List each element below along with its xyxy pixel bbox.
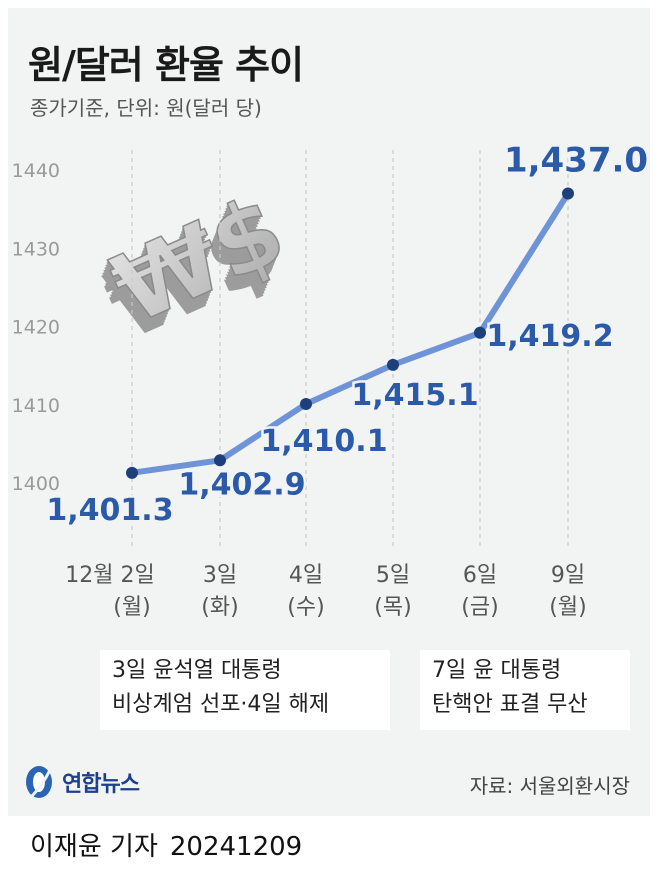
data-point [387, 358, 399, 371]
data-point [214, 454, 226, 467]
chart-subtitle: 종가기준, 단위: 원(달러 당) [30, 96, 262, 120]
data-label: 1,402.9 [178, 467, 305, 502]
x-tick-weekday: (월) [549, 595, 586, 620]
data-point [562, 187, 574, 200]
y-tick-label: 1400 [12, 473, 60, 495]
data-label: 1,415.1 [351, 378, 478, 413]
data-point [126, 466, 138, 479]
annotation-line: 3일 윤석열 대통령 [112, 658, 282, 683]
x-tick-weekday: (수) [287, 595, 324, 620]
logo-text: 연합뉴스 [62, 772, 140, 797]
x-tick-weekday: (금) [461, 595, 498, 620]
annotation-line: 7일 윤 대통령 [432, 658, 562, 683]
annotation-line: 탄핵안 표결 무산 [432, 692, 588, 717]
chart-title: 원/달러 환율 추이 [28, 43, 304, 87]
x-tick-label: 3일 [203, 563, 237, 588]
yonhap-logo-icon [26, 766, 52, 798]
reporter-name: 이재윤 기자 [30, 832, 158, 862]
x-tick-weekday: (목) [374, 595, 411, 620]
y-tick-label: 1410 [12, 395, 60, 417]
annotation-line: 비상계엄 선포·4일 해제 [112, 692, 330, 717]
data-point [300, 397, 312, 410]
y-tick-label: 1420 [12, 317, 60, 339]
y-tick-label: 1430 [12, 238, 60, 260]
annotation-martial-law: 3일 윤석열 대통령 비상계엄 선포·4일 해제 [100, 650, 390, 730]
y-tick-label: 1440 [12, 160, 60, 182]
yonhap-logo: 연합뉴스 [24, 764, 140, 800]
annotation-impeachment-vote: 7일 윤 대통령 탄핵안 표결 무산 [420, 650, 630, 730]
x-tick-weekday: (월) [113, 595, 150, 620]
x-tick-label: 4일 [289, 563, 323, 588]
data-label: 1,410.1 [260, 424, 387, 459]
currency-symbols-icon: ₩$₩$₩$₩$₩$₩$₩$ [91, 173, 301, 362]
data-label: 1,401.3 [46, 493, 173, 528]
data-source: 자료: 서울외환시장 [469, 774, 630, 798]
data-point [474, 326, 486, 339]
x-tick-label: 9일 [551, 563, 585, 588]
data-label: 1,437.0 [504, 140, 648, 180]
data-label: 1,419.2 [486, 319, 613, 354]
x-tick-weekday: (화) [201, 595, 238, 620]
x-tick-label: 5일 [376, 563, 410, 588]
x-tick-label: 12월 2일 [65, 563, 154, 588]
publish-date: 20241209 [169, 832, 303, 862]
x-tick-label: 6일 [463, 563, 497, 588]
byline: 이재윤 기자 20241209 [30, 826, 302, 863]
series-line [129, 190, 571, 476]
